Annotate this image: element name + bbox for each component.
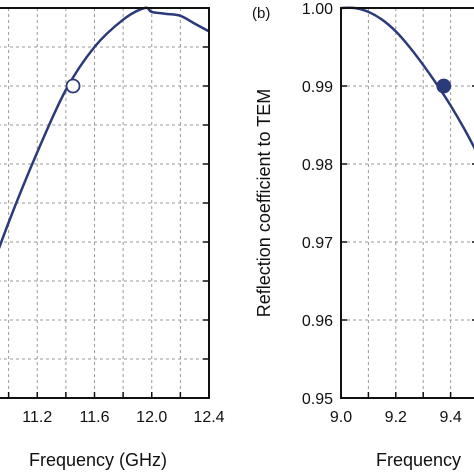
panel-a-markers — [65, 78, 81, 94]
panel-a-x-tick-label: 12.0 — [136, 409, 167, 426]
panel-b-markers — [436, 78, 452, 94]
panel-b-x-axis-title: Frequency — [376, 450, 461, 470]
panel-b-y-tick-label: 0.95 — [302, 391, 333, 408]
panel-b-y-tick-label: 0.97 — [302, 235, 333, 252]
panel-b-x-tick-label: 9.2 — [385, 409, 407, 426]
panel-a-series-line — [0, 6, 210, 250]
panel-b-label: (b) — [252, 5, 270, 22]
panel-b-x-tick-label: 9.0 — [330, 409, 352, 426]
panel-a-grid — [0, 8, 209, 398]
panel-b: 9.0 9.2 9.4 0.95 0.96 0.97 0.98 0.99 1.00 Freque… — [252, 1, 474, 470]
panel-a: 11.2 11.6 12.0 12.4 Frequency (GHz) — [0, 6, 225, 470]
panel-b-frame — [340, 7, 474, 399]
panel-b-y-tick-label: 0.99 — [302, 79, 333, 96]
panel-b-y-axis-title: Reflection coefficient to TEM — [254, 89, 274, 317]
panel-a-x-axis-title: Frequency (GHz) — [29, 450, 167, 470]
panel-b-y-tick-label: 0.98 — [302, 157, 333, 174]
panel-b-y-tick-label: 1.00 — [302, 1, 333, 18]
panel-b-y-tick-label: 0.96 — [302, 313, 333, 330]
panel-a-x-tick-label: 12.4 — [193, 409, 224, 426]
panel-a-tick-labels: 11.2 11.6 12.0 12.4 — [22, 409, 224, 426]
panel-b-x-tick-label: 9.4 — [439, 409, 461, 426]
panel-b-series-line — [340, 6, 474, 150]
panel-b-ticks — [340, 7, 474, 399]
panel-a-data-marker — [65, 78, 81, 94]
panel-b-tick-labels: 9.0 9.2 9.4 0.95 0.96 0.97 0.98 0.99 1.00 — [302, 1, 462, 426]
panel-a-x-tick-label: 11.2 — [22, 409, 52, 426]
panel-b-grid — [341, 8, 474, 398]
panel-a-ticks — [7, 7, 210, 399]
panel-a-frame — [0, 7, 210, 399]
panel-a-x-tick-label: 11.6 — [80, 409, 110, 426]
panel-b-data-marker — [436, 78, 452, 94]
